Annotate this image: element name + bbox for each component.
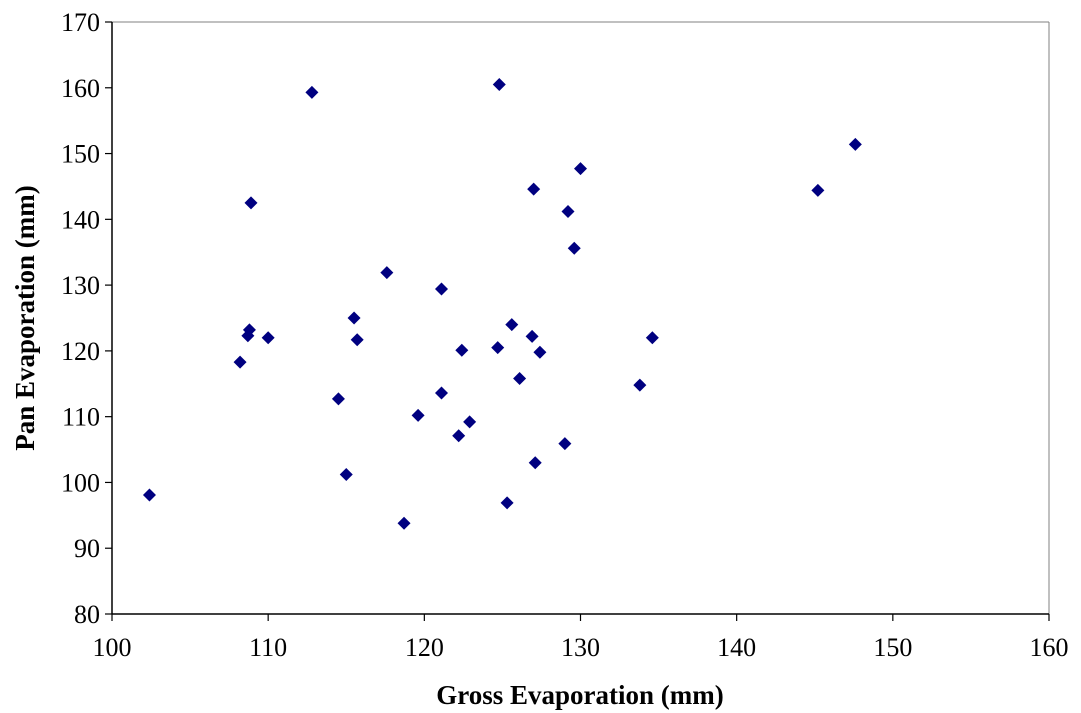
data-point	[558, 437, 572, 451]
data-point	[574, 162, 587, 176]
data-point	[848, 137, 862, 151]
data-point	[491, 341, 505, 355]
x-tick-label: 160	[1030, 633, 1069, 662]
data-point	[331, 392, 345, 406]
data-point	[261, 331, 275, 345]
y-tick-label: 90	[74, 534, 100, 563]
data-point	[492, 77, 506, 91]
data-point	[528, 456, 542, 470]
data-point	[350, 333, 364, 347]
data-point	[525, 329, 539, 343]
data-point	[411, 408, 425, 422]
data-point	[380, 266, 394, 280]
x-tick-label: 130	[561, 633, 600, 662]
data-point	[347, 311, 361, 325]
x-tick-label: 120	[405, 633, 444, 662]
data-point	[244, 196, 258, 210]
data-point	[397, 516, 411, 530]
y-axis-title: Pan Evaporation (mm)	[10, 185, 40, 451]
data-point	[463, 415, 477, 429]
data-point	[567, 241, 581, 255]
x-axis-title: Gross Evaporation (mm)	[436, 680, 724, 710]
data-point	[811, 183, 825, 197]
data-point	[505, 318, 519, 332]
y-tick-label: 80	[74, 600, 100, 629]
x-tick-label: 100	[93, 633, 132, 662]
y-tick-label: 110	[62, 403, 100, 432]
data-point	[645, 331, 659, 345]
y-tick-label: 130	[61, 271, 100, 300]
x-tick-label: 150	[873, 633, 912, 662]
data-point	[233, 355, 247, 369]
data-point	[500, 496, 514, 510]
y-tick-label: 140	[61, 205, 100, 234]
x-tick-label: 110	[249, 633, 287, 662]
x-tick-label: 140	[717, 633, 756, 662]
data-point	[513, 372, 527, 386]
data-point	[633, 378, 647, 392]
data-point	[455, 343, 469, 357]
data-point	[561, 204, 575, 218]
y-axis-ticks: 80 90 100 110 120 130 140 150 160 170	[61, 8, 112, 629]
data-points	[142, 77, 862, 530]
data-point	[339, 468, 353, 482]
x-axis-ticks: 100 110 120 130 140 150 160	[93, 614, 1069, 662]
data-point	[242, 323, 256, 337]
data-point	[435, 386, 449, 400]
y-tick-label: 150	[61, 140, 100, 169]
data-point	[435, 282, 449, 296]
data-point	[533, 345, 547, 359]
y-tick-label: 120	[61, 337, 100, 366]
plot-area	[112, 22, 1049, 614]
y-tick-label: 160	[61, 74, 100, 103]
data-point	[527, 182, 541, 196]
data-point	[452, 429, 466, 443]
data-point	[305, 85, 319, 99]
data-point	[142, 488, 156, 502]
y-tick-label: 100	[61, 468, 100, 497]
y-tick-label: 170	[61, 8, 100, 37]
